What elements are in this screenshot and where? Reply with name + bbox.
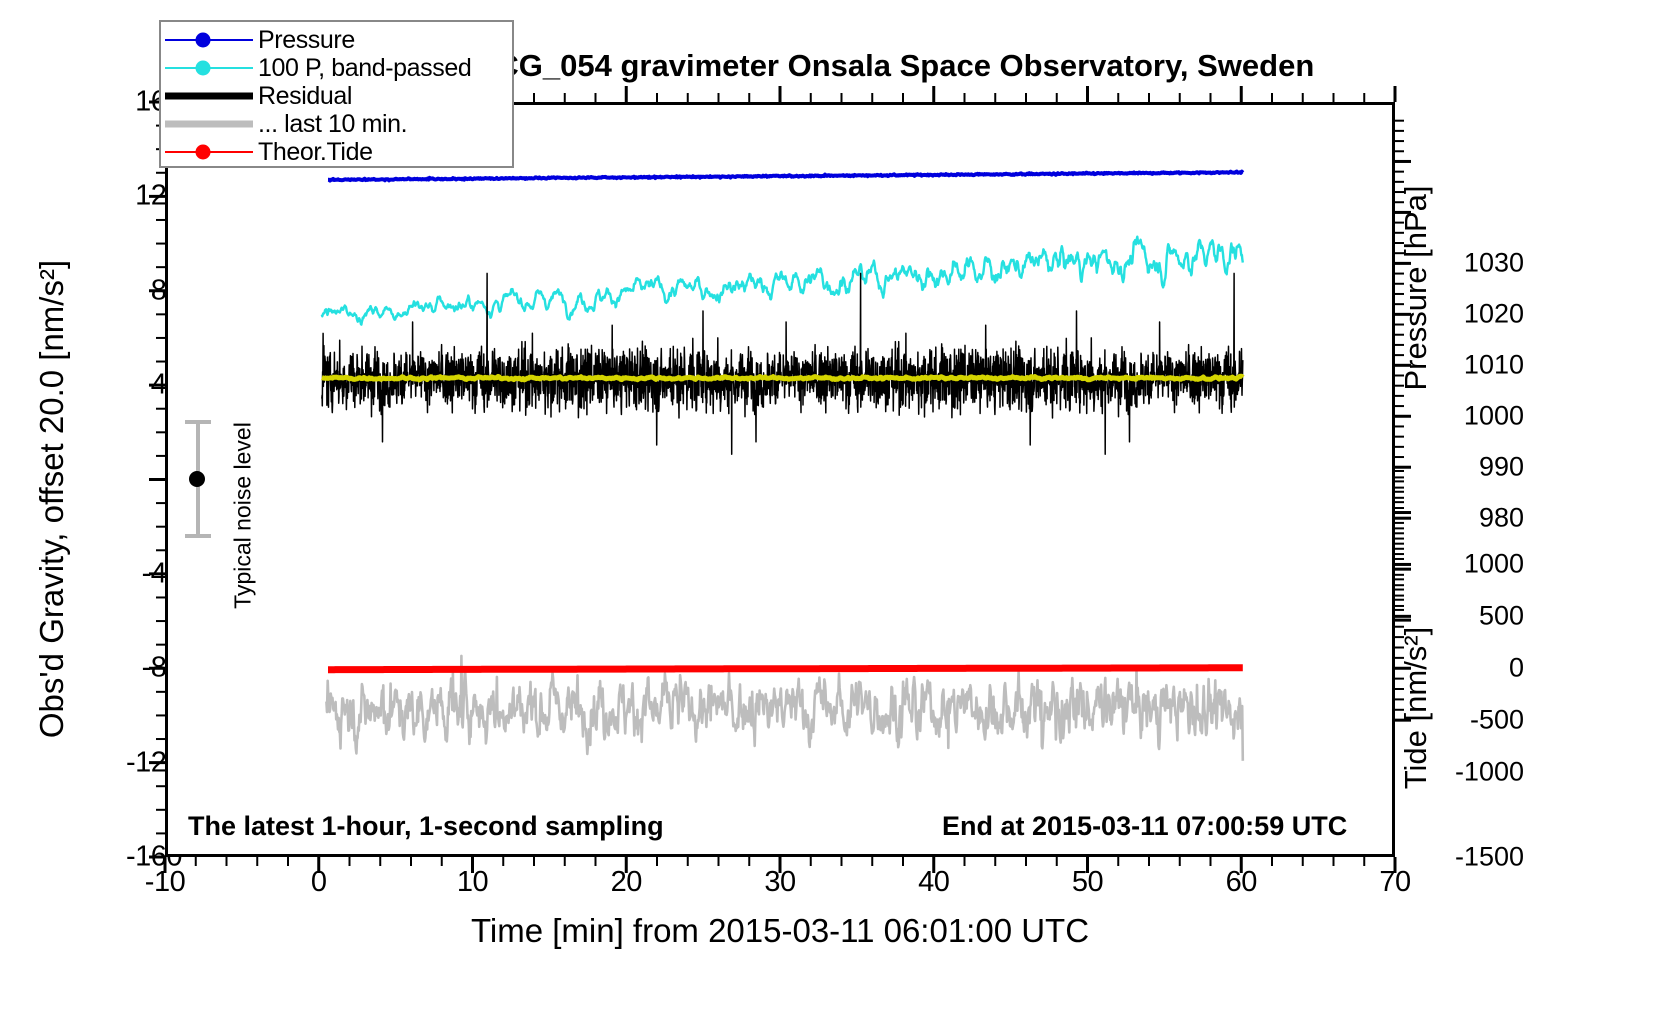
caption-sampling-info: The latest 1-hour, 1-second sampling — [188, 811, 664, 841]
legend-label: 100 P, band-passed — [258, 53, 472, 82]
legend-item-last-10-min[interactable]: ... last 10 min. — [161, 110, 512, 138]
tide-tick-label: -1000 — [1454, 756, 1524, 787]
legend-item-theor-tide[interactable]: Theor.Tide — [161, 138, 512, 166]
legend-swatch — [161, 86, 258, 106]
x-tick-label: 0 — [310, 866, 327, 898]
tide-tick-label: 1000 — [1463, 548, 1524, 579]
legend-line-icon — [165, 92, 253, 100]
pressure-tick-label: 1030 — [1463, 247, 1524, 278]
series-bandpassed — [320, 235, 1244, 326]
errorbar-cap-top — [185, 420, 211, 424]
series-residual — [321, 272, 1244, 455]
legend-label: Pressure — [258, 25, 355, 54]
legend-marker-icon — [195, 144, 211, 160]
errorbar-cap-bottom — [185, 534, 211, 538]
pressure-tick-label: 990 — [1478, 451, 1524, 482]
x-axis-title: Time [min] from 2015-03-11 06:01:00 UTC — [470, 912, 1090, 949]
pressure-tick-label: 1000 — [1463, 400, 1524, 431]
series-pressure — [327, 169, 1245, 183]
legend-swatch — [161, 114, 258, 134]
legend-label: ... last 10 min. — [258, 109, 408, 138]
tide-tick-label: 0 — [1508, 652, 1524, 683]
data-traces — [320, 169, 1245, 761]
legend-line-icon — [165, 120, 253, 128]
legend-swatch — [161, 30, 258, 50]
legend-item-pressure[interactable]: Pressure — [161, 26, 512, 54]
legend-item-residual[interactable]: Residual — [161, 82, 512, 110]
pressure-tick-label: 1010 — [1463, 349, 1524, 380]
series-last-10-min — [325, 654, 1245, 761]
legend-swatch — [161, 142, 258, 162]
tide-tick-label: -1500 — [1454, 841, 1524, 872]
legend-marker-icon — [195, 60, 211, 76]
legend: Pressure 100 P, band-passed Residual... la… — [159, 20, 514, 168]
tide-tick-label: -500 — [1469, 704, 1524, 735]
typical-noise-label: Typical noise level — [229, 422, 256, 609]
plot-area — [165, 102, 1395, 857]
series-theor-tide — [326, 664, 1245, 674]
legend-label: Residual — [258, 81, 353, 110]
legend-item-100-p-band-passed[interactable]: 100 P, band-passed — [161, 54, 512, 82]
tide-tick-label: 500 — [1478, 600, 1524, 631]
legend-marker-icon — [195, 32, 211, 48]
series-residual-smoothed — [320, 373, 1245, 383]
legend-swatch — [161, 58, 258, 78]
typical-noise-point — [189, 471, 205, 487]
pressure-tick-label: 980 — [1478, 502, 1524, 533]
chart-title: SCG_054 gravimeter Onsala Space Observat… — [475, 48, 1315, 83]
caption-end-time: End at 2015-03-11 07:00:59 UTC — [942, 811, 1348, 841]
legend-label: Theor.Tide — [258, 137, 373, 166]
pressure-tick-label: 1020 — [1463, 298, 1524, 329]
